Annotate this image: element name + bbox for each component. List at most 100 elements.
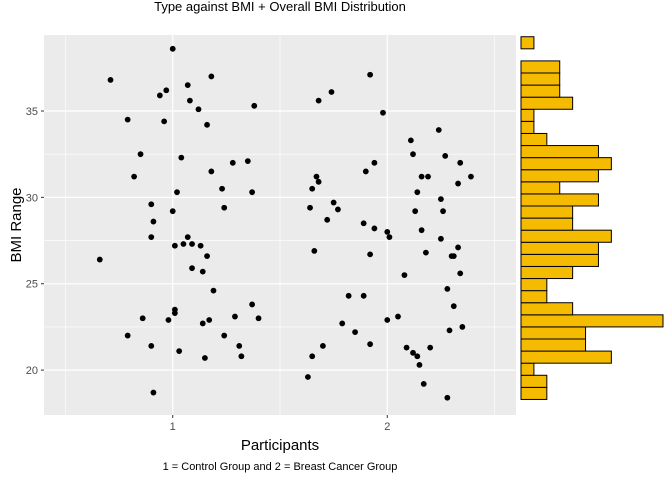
data-point	[184, 82, 191, 88]
histogram-bar	[520, 350, 612, 364]
data-point	[238, 353, 245, 360]
data-point	[204, 121, 210, 128]
histogram-bar	[520, 157, 612, 171]
data-point	[174, 189, 180, 196]
x-axis-caption: 1 = Control Group and 2 = Breast Cancer …	[163, 461, 398, 473]
histogram-bar	[520, 265, 574, 280]
data-point	[189, 265, 195, 272]
data-point	[420, 381, 427, 387]
data-point	[232, 313, 238, 320]
y-axis-title: BMI Range	[8, 187, 25, 262]
data-point	[418, 227, 425, 234]
histogram-bar	[520, 72, 561, 86]
data-point	[425, 173, 431, 180]
data-point	[395, 313, 401, 320]
y-tick-label: 30	[26, 192, 38, 204]
data-point	[150, 389, 157, 396]
data-point	[199, 320, 206, 327]
data-point	[371, 225, 378, 232]
histogram-bar	[520, 84, 561, 98]
data-point	[176, 348, 183, 354]
data-point	[360, 292, 367, 299]
data-point	[221, 204, 228, 211]
histogram-bar	[520, 386, 548, 400]
data-point	[236, 343, 243, 349]
histogram-bar	[520, 362, 535, 376]
scatter-points	[96, 45, 474, 401]
data-point	[199, 268, 206, 275]
histogram-bar	[520, 374, 548, 388]
data-point	[311, 248, 318, 254]
data-point	[446, 327, 453, 334]
data-point	[416, 362, 423, 368]
data-point	[450, 303, 457, 310]
data-point	[345, 292, 352, 299]
data-point	[384, 229, 391, 235]
histogram-bar	[520, 205, 574, 219]
data-point	[219, 185, 225, 192]
y-tick-label: 20	[26, 365, 38, 377]
data-point	[131, 173, 138, 180]
data-point	[184, 234, 191, 240]
histogram-bar	[520, 60, 561, 74]
data-point	[455, 244, 461, 251]
histogram-bar	[520, 217, 574, 231]
histogram-bar	[520, 338, 587, 352]
data-point	[169, 208, 176, 215]
data-point	[197, 242, 204, 249]
data-point	[330, 199, 337, 206]
data-point	[438, 235, 444, 242]
data-point	[137, 151, 144, 158]
data-point	[450, 253, 457, 259]
data-point	[124, 332, 131, 339]
data-point	[414, 353, 421, 360]
data-point	[186, 97, 193, 104]
data-point	[202, 355, 208, 361]
data-point	[180, 241, 187, 247]
data-point	[156, 92, 163, 99]
data-point	[171, 310, 178, 316]
data-point	[169, 45, 176, 52]
histogram-bar	[520, 108, 535, 122]
data-point	[309, 185, 316, 192]
data-point	[178, 154, 185, 161]
data-point	[371, 159, 378, 166]
x-axis-title: Participants	[241, 437, 319, 454]
data-point	[418, 173, 425, 180]
data-point	[412, 208, 419, 215]
x-tick-label: 2	[384, 421, 390, 433]
data-point	[384, 317, 391, 323]
data-point	[124, 116, 131, 123]
histogram-bar	[520, 193, 599, 207]
data-point	[457, 159, 464, 166]
data-point	[407, 137, 414, 144]
data-point	[171, 242, 178, 249]
data-point	[320, 343, 326, 349]
data-point	[422, 249, 429, 256]
histogram-bar	[520, 290, 548, 304]
data-point	[249, 189, 256, 196]
data-point	[414, 189, 421, 196]
data-point	[107, 77, 114, 83]
data-point	[442, 153, 449, 159]
histogram-bars	[520, 36, 664, 400]
data-point	[229, 159, 236, 166]
data-point	[148, 343, 155, 349]
data-point	[352, 329, 358, 335]
histogram-bar	[520, 169, 599, 183]
data-point	[249, 301, 256, 308]
data-point	[457, 270, 464, 277]
data-point	[148, 234, 155, 240]
data-point	[468, 173, 474, 180]
data-point	[444, 286, 451, 292]
x-tick-label: 1	[170, 421, 176, 433]
data-point	[315, 97, 322, 104]
histogram-bar	[520, 241, 599, 255]
histogram-bar	[520, 181, 561, 195]
data-point	[335, 206, 341, 213]
histogram-bar	[520, 278, 548, 292]
histogram-bar	[520, 96, 574, 110]
data-point	[255, 315, 262, 322]
data-point	[208, 168, 215, 175]
